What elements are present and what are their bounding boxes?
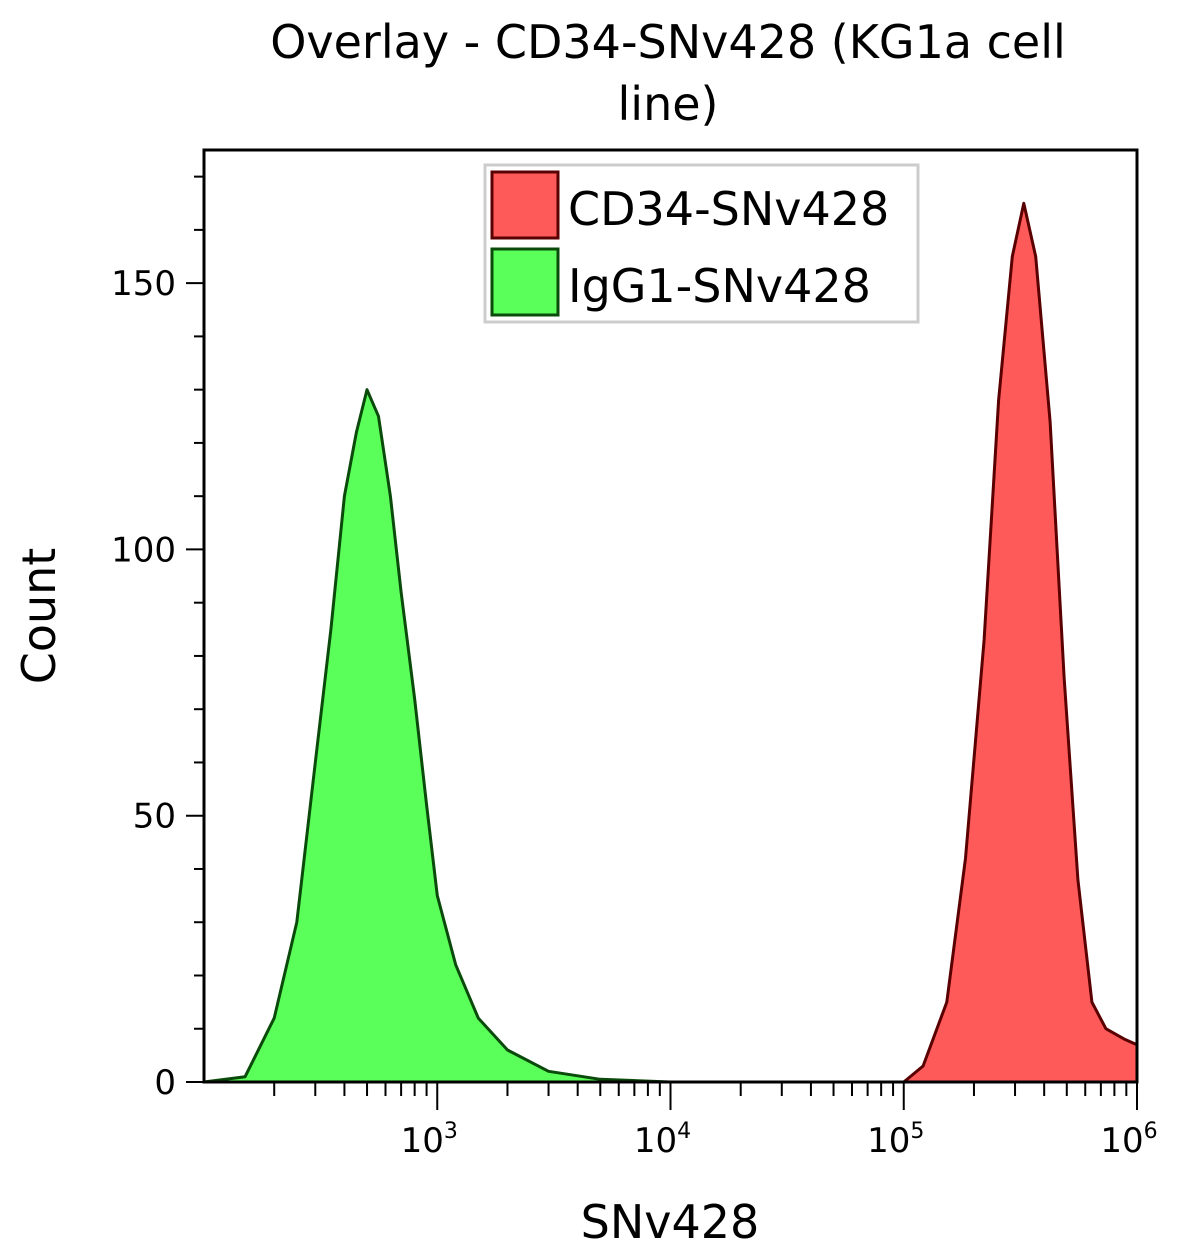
legend-swatch-igg1 (490, 247, 560, 317)
x-tick-label: 105 (867, 1119, 924, 1161)
y-axis-label: Count (12, 548, 66, 685)
chart-title-line-1: Overlay - CD34-SNv428 (KG1a cell (270, 15, 1066, 69)
histogram-igg1-snv428 (202, 388, 672, 1084)
chart-title-line-2: line) (618, 77, 719, 131)
x-tick-label: 103 (401, 1119, 458, 1161)
legend-label-igg1: IgG1-SNv428 (568, 259, 871, 313)
legend-swatch-cd34 (490, 170, 560, 240)
y-tick-label: 150 (111, 264, 176, 304)
axes: 0 50 100 150 103 104 105 106 (111, 175, 1158, 1161)
plot-area (202, 201, 1139, 1084)
y-tick-label: 50 (133, 797, 176, 837)
legend-label-cd34: CD34-SNv428 (568, 182, 889, 236)
x-axis-label: SNv428 (581, 1195, 760, 1249)
histogram-cd34-snv428 (902, 201, 1139, 1084)
x-tick-label: 104 (634, 1119, 691, 1161)
y-tick-label: 100 (111, 530, 176, 570)
legend: CD34-SNv428 IgG1-SNv428 (483, 163, 920, 324)
y-tick-label: 0 (154, 1063, 176, 1103)
x-tick-label: 106 (1100, 1119, 1157, 1161)
